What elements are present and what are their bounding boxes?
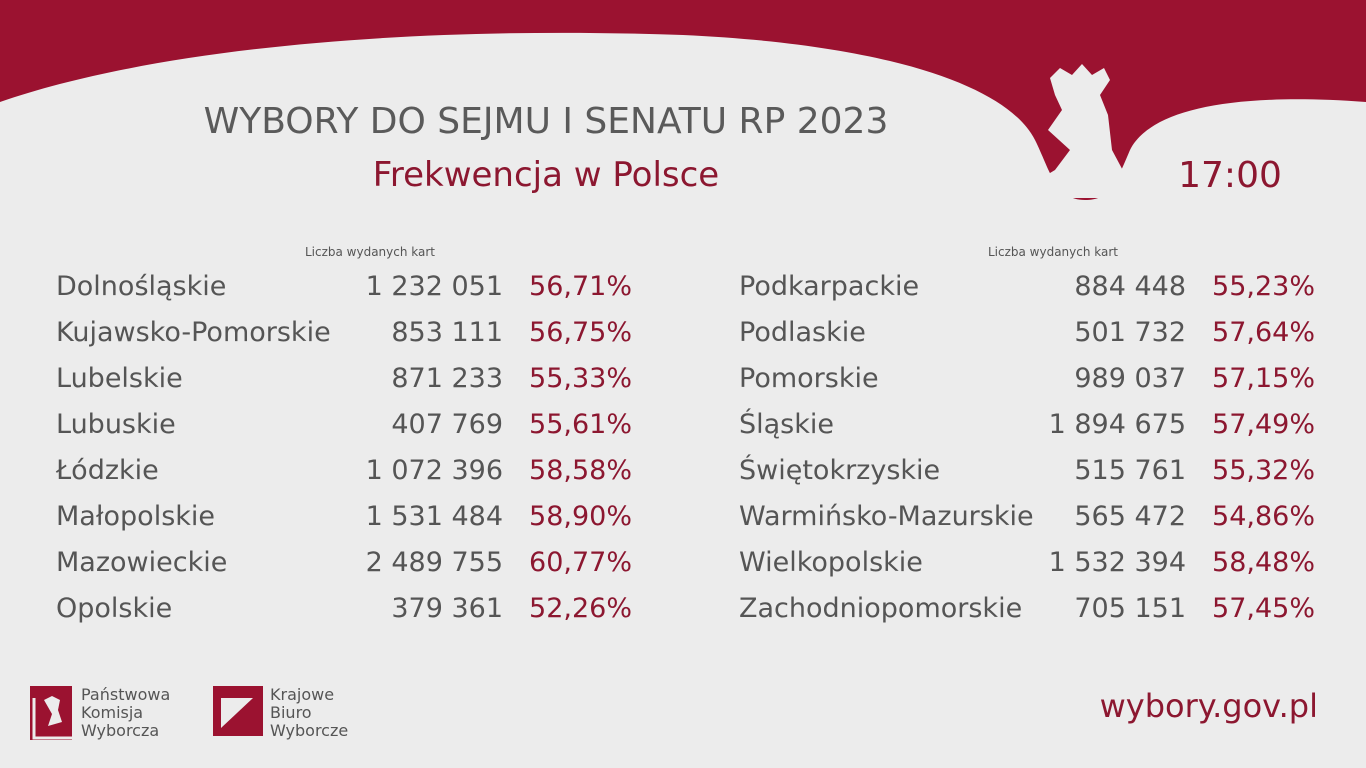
region-name: Zachodniopomorskie: [739, 593, 1023, 624]
region-name: Opolskie: [56, 593, 173, 624]
region-name: Wielkopolskie: [739, 547, 923, 578]
turnout-percent: 55,32%: [1212, 455, 1315, 486]
ballots-count: 2 489 755: [365, 547, 503, 578]
region-name: Podkarpackie: [739, 271, 920, 302]
region-name: Łódzkie: [56, 455, 159, 486]
turnout-percent: 55,61%: [529, 409, 632, 440]
logo-text: Biuro: [270, 703, 312, 722]
turnout-percent: 52,26%: [529, 593, 632, 624]
column-label: Liczba wydanych kart: [304, 245, 436, 259]
time: 17:00: [1178, 155, 1282, 196]
ballots-count: 515 761: [1074, 455, 1186, 486]
turnout-percent: 56,71%: [529, 271, 632, 302]
ballots-count: 379 361: [391, 593, 503, 624]
turnout-percent: 57,49%: [1212, 409, 1315, 440]
ballots-count: 407 769: [391, 409, 503, 440]
website-url[interactable]: wybory.gov.pl: [1099, 687, 1318, 725]
subtitle: Frekwencja w Polsce: [372, 155, 720, 195]
turnout-percent: 55,33%: [529, 363, 632, 394]
ballots-count: 1 232 051: [365, 271, 503, 302]
logo-text: Państwowa: [81, 685, 171, 704]
ballots-count: 501 732: [1074, 317, 1186, 348]
turnout-percent: 57,64%: [1212, 317, 1315, 348]
logo-text: Krajowe: [270, 685, 335, 704]
ballots-count: 705 151: [1074, 593, 1186, 624]
region-name: Dolnośląskie: [56, 271, 227, 302]
region-name: Lubuskie: [56, 409, 176, 440]
logo-text: Wyborcze: [270, 721, 349, 740]
turnout-percent: 56,75%: [529, 317, 632, 348]
region-name: Podlaskie: [739, 317, 866, 348]
ballots-count: 884 448: [1074, 271, 1186, 302]
turnout-percent: 58,58%: [529, 455, 632, 486]
region-name: Lubelskie: [56, 363, 183, 394]
ballots-count: 565 472: [1074, 501, 1186, 532]
ballots-count: 871 233: [391, 363, 503, 394]
region-name: Warmińsko-Mazurskie: [739, 501, 1034, 532]
ballots-count: 1 531 484: [365, 501, 503, 532]
region-name: Mazowieckie: [56, 547, 228, 578]
logo-text: Wyborcza: [81, 721, 160, 740]
region-name: Świętokrzyskie: [739, 455, 941, 486]
logo-text: Komisja: [81, 703, 144, 722]
turnout-percent: 57,15%: [1212, 363, 1315, 394]
region-name: Kujawsko-Pomorskie: [56, 317, 331, 348]
ballots-count: 989 037: [1074, 363, 1186, 394]
turnout-percent: 54,86%: [1212, 501, 1315, 532]
ballots-count: 1 072 396: [365, 455, 503, 486]
turnout-percent: 60,77%: [529, 547, 632, 578]
ballots-count: 853 111: [391, 317, 503, 348]
column-label: Liczba wydanych kart: [987, 245, 1119, 259]
ballots-count: 1 532 394: [1048, 547, 1186, 578]
turnout-percent: 57,45%: [1212, 593, 1315, 624]
turnout-percent: 58,90%: [529, 501, 632, 532]
region-name: Śląskie: [739, 409, 835, 440]
region-name: Pomorskie: [739, 363, 879, 394]
turnout-percent: 58,48%: [1212, 547, 1315, 578]
turnout-percent: 55,23%: [1212, 271, 1315, 302]
title: WYBORY DO SEJMU I SENATU RP 2023: [203, 101, 889, 142]
ballots-count: 1 894 675: [1048, 409, 1186, 440]
region-name: Małopolskie: [56, 501, 216, 532]
